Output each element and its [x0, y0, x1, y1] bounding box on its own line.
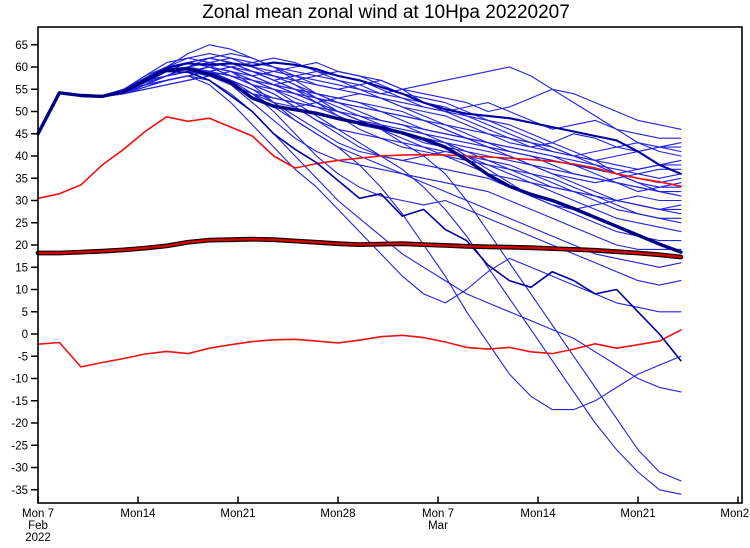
- ensemble-member-line: [37, 44, 682, 157]
- x-axis-tick-label: Mon21: [220, 508, 255, 520]
- y-axis-tick-label: -20: [11, 418, 28, 430]
- y-axis-tick-label: 60: [15, 62, 28, 74]
- control-low-line: [37, 70, 682, 362]
- x-axis-tick-label: Mon14: [120, 508, 156, 520]
- x-axis-tick-label: Mon28: [720, 508, 750, 520]
- y-axis-tick-label: 5: [22, 307, 28, 319]
- y-axis-tick-label: 65: [15, 40, 28, 52]
- y-axis-tick-label: 25: [15, 218, 28, 230]
- climatology-lower-line: [37, 329, 682, 368]
- y-axis-tick-label: -5: [18, 351, 28, 363]
- ensemble-member-line: [37, 57, 682, 197]
- x-axis-tick-label: Mon14: [520, 508, 556, 520]
- ensemble-mean-line: [36, 67, 683, 254]
- ensemble-member-line: [37, 66, 682, 495]
- ensemble-member-line: [37, 75, 682, 393]
- ensemble-member-line: [37, 66, 682, 411]
- y-axis-tick-label: 20: [15, 240, 28, 252]
- ensemble-member-line: [37, 57, 682, 170]
- ensemble-member-line: [37, 62, 682, 482]
- y-axis-tick-label: -30: [11, 463, 28, 475]
- control-high-line: [36, 61, 682, 175]
- y-axis-tick-label: 45: [15, 129, 28, 141]
- y-axis-tick-label: 50: [15, 107, 28, 119]
- ensemble-member-line: [37, 57, 682, 153]
- ensemble-member-line: [37, 70, 682, 242]
- y-axis-tick-label: 15: [15, 262, 28, 274]
- y-axis-tick-label: 55: [15, 84, 28, 96]
- x-axis-tick-label: Mon 7: [422, 508, 454, 520]
- y-axis-tick-label: -10: [11, 374, 28, 386]
- x-axis-tick-label: Mon21: [620, 508, 655, 520]
- x-axis-tick-label: Mon 7: [22, 508, 54, 520]
- x-axis-sublabel: 2022: [25, 532, 51, 544]
- climatology-upper-line: [37, 116, 682, 200]
- y-axis-tick-label: 30: [15, 196, 28, 208]
- ensemble-member-line: [37, 62, 682, 219]
- y-axis-tick-label: -35: [11, 485, 28, 497]
- y-axis-tick-label: 40: [15, 151, 28, 163]
- x-axis-sublabel: Feb: [28, 520, 48, 532]
- y-axis-tick-label: 35: [15, 173, 28, 185]
- chart-title: Zonal mean zonal wind at 10Hpa 20220207: [202, 2, 570, 23]
- y-axis-tick-label: -25: [11, 440, 28, 452]
- x-axis-sublabel: Mar: [428, 520, 448, 532]
- y-axis-tick-label: 10: [15, 285, 28, 297]
- x-axis-tick-label: Mon28: [320, 508, 355, 520]
- y-axis-tick-label: 0: [22, 329, 28, 341]
- ensemble-member-line: [37, 75, 682, 286]
- climatology-mean-line: [36, 237, 683, 259]
- plot-frame: [37, 26, 743, 504]
- y-axis-tick-label: -15: [11, 396, 28, 408]
- ensemble-member-line: [37, 57, 682, 197]
